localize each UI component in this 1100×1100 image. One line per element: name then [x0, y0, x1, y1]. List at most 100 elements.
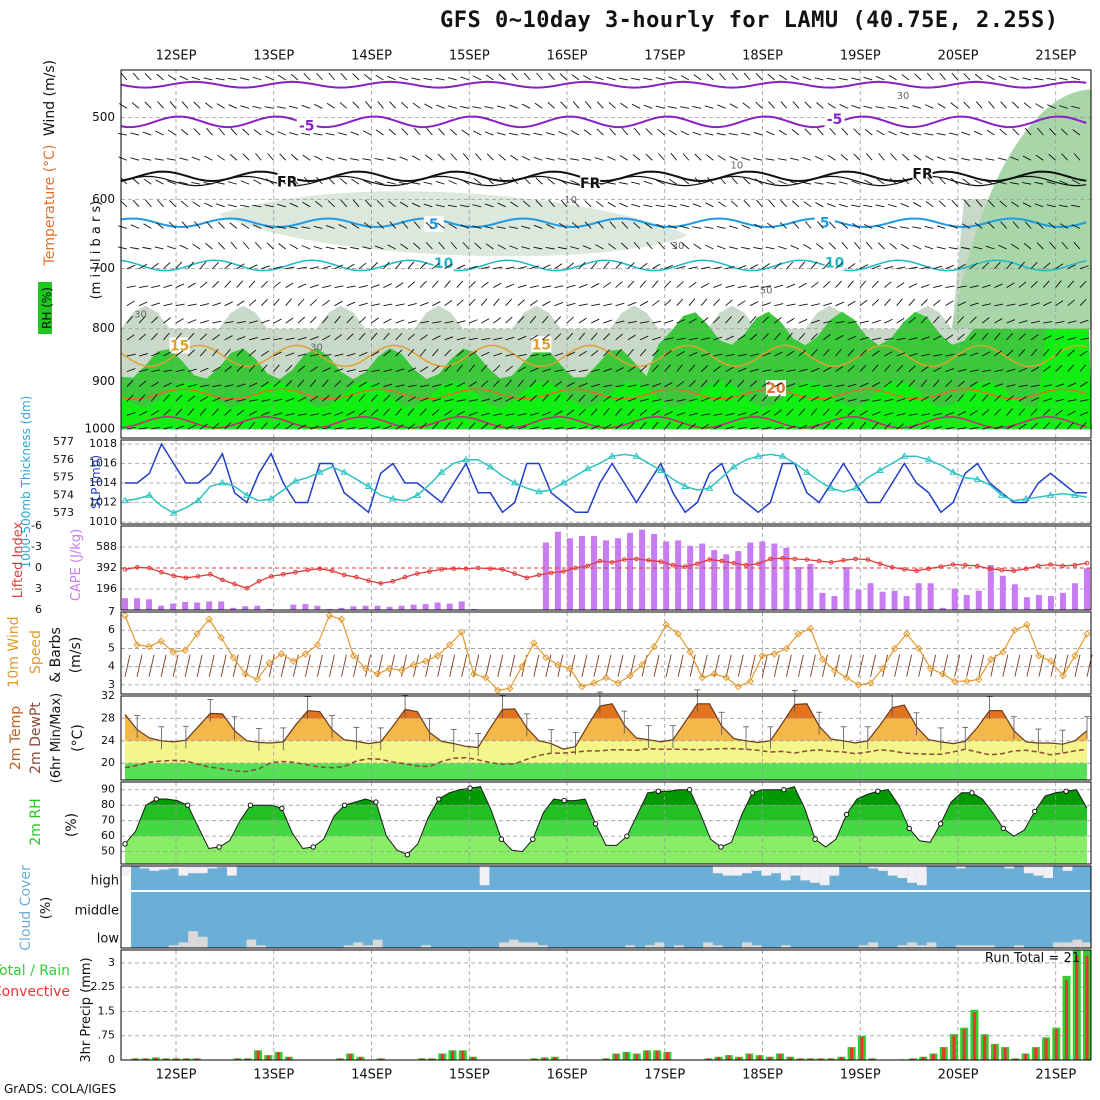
wind10m-marker — [1011, 626, 1019, 634]
precip-convective-bar — [942, 1047, 946, 1060]
wind-barb — [688, 398, 698, 402]
wind-barb — [297, 337, 307, 341]
wind-barb — [730, 200, 739, 208]
wind-barb — [1006, 303, 1016, 307]
wind-barb — [729, 103, 739, 109]
wind-barb — [615, 348, 622, 357]
wind-barb — [571, 74, 580, 81]
wind-barb — [548, 199, 555, 208]
precip-convective-bar — [440, 1053, 444, 1060]
wind10m-barb — [677, 654, 684, 677]
wind-barb — [627, 301, 637, 307]
wind-barb — [143, 178, 152, 185]
wind-barb — [725, 265, 735, 270]
wind-barb — [376, 221, 384, 229]
wind-barb — [199, 396, 209, 402]
lifted-index-marker — [244, 586, 250, 591]
rh-marker — [279, 805, 285, 812]
wind-barb — [786, 408, 794, 416]
wind-barb — [933, 367, 942, 373]
cape-bar — [843, 567, 850, 610]
wind-barb — [236, 300, 245, 307]
wind-barb — [847, 365, 855, 372]
wind-barb — [888, 74, 897, 81]
thickness-marker — [194, 496, 202, 504]
cape-li-frame — [120, 525, 1092, 611]
wind-barb — [289, 244, 299, 250]
wind-barb — [633, 242, 641, 250]
wind-barb — [774, 369, 784, 373]
wind-barb — [900, 131, 909, 136]
wind-barb — [346, 316, 354, 324]
wind-barb — [407, 333, 415, 341]
wind-barb — [444, 364, 452, 372]
wind-barb — [419, 334, 428, 341]
wind-barb — [229, 222, 238, 229]
wind-barb — [847, 409, 856, 416]
wind-barb — [766, 130, 775, 136]
wind-barb — [521, 103, 531, 109]
isotherm-label: -5 — [827, 112, 843, 128]
wind-barb — [456, 399, 466, 402]
wind-barb — [932, 315, 940, 324]
wind-barb — [646, 241, 653, 250]
cape-bar — [302, 604, 309, 610]
wind-barb — [407, 320, 417, 324]
wind10m-marker — [1023, 621, 1031, 629]
temp-line — [124, 703, 1088, 750]
wind-barb — [884, 412, 894, 416]
wind-barb — [386, 181, 396, 185]
wind-barb — [676, 319, 686, 324]
wind10m-marker — [313, 641, 322, 649]
wind-barb — [631, 181, 641, 185]
wind-barb — [432, 301, 441, 307]
wind-barb — [187, 424, 197, 430]
wind-barb — [578, 317, 587, 324]
wind-barb — [583, 75, 592, 81]
wind-barb — [957, 411, 967, 416]
low-cloud-bar — [955, 945, 966, 948]
wind-barb — [676, 265, 686, 270]
wind-barb — [957, 333, 965, 341]
lifted-index-marker — [707, 557, 712, 562]
precip-convective-bar — [450, 1050, 454, 1060]
wind-barb — [578, 303, 588, 307]
wind-barb — [815, 243, 824, 250]
wind-barb — [1043, 398, 1053, 402]
wind-barb — [1006, 349, 1014, 357]
wind10m-barb — [461, 654, 468, 677]
cloud-cover-edge — [121, 866, 131, 948]
wind-barb — [676, 412, 686, 416]
precip-convective-bar — [624, 1052, 628, 1060]
lifted-index-marker — [366, 578, 371, 583]
high-cloud-gap — [139, 866, 150, 869]
wind-barb — [981, 382, 991, 388]
wind-barb — [510, 154, 519, 161]
precip-tick: 3 — [108, 956, 115, 969]
wind-barb — [179, 157, 189, 161]
isotherm-label-bg — [765, 380, 786, 397]
wind-barb — [558, 131, 567, 136]
wind-barb — [325, 225, 335, 229]
wind-barb — [169, 200, 177, 208]
wind-barb — [933, 335, 942, 341]
wind-barb — [314, 103, 323, 109]
wind-barb — [639, 409, 648, 416]
wind10m-barb — [184, 654, 191, 677]
wind-barb — [154, 246, 164, 250]
wind-barb — [1079, 319, 1089, 324]
wind-barb — [200, 303, 210, 307]
wind-barb — [242, 241, 250, 250]
thickness-marker — [1046, 491, 1055, 498]
wind-barb — [517, 413, 527, 416]
wind10m-barb — [822, 654, 828, 677]
wind10m-marker — [445, 641, 454, 649]
cape-bar — [230, 607, 237, 610]
wind-barb — [1048, 153, 1056, 161]
wind-barb — [1030, 408, 1038, 416]
wind-barb — [325, 132, 335, 136]
wind-barb — [875, 204, 885, 208]
wind-barb — [656, 179, 665, 185]
wind-barb — [473, 178, 482, 185]
low-cloud-bar — [897, 945, 908, 948]
